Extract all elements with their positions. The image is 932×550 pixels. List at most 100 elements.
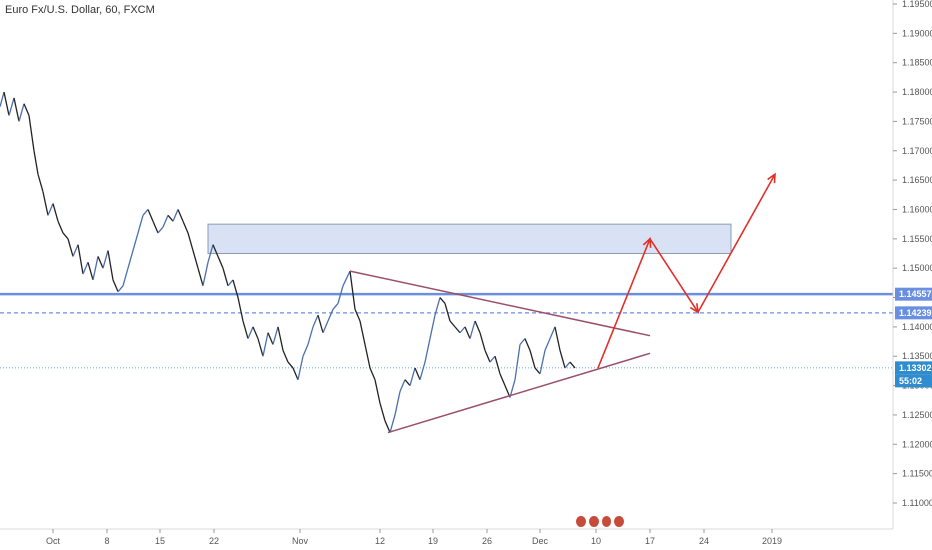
symbol-title[interactable]: Euro Fx/U.S. Dollar, 60, FXCM (5, 4, 155, 16)
price-tick-label: 1.18500 (902, 58, 932, 68)
price-segment (262, 332, 269, 357)
price-segment (112, 279, 119, 292)
price-segment (469, 320, 476, 339)
price-segment (414, 367, 421, 380)
price-series (0, 91, 576, 433)
price-segment (484, 350, 491, 363)
price-segment (332, 302, 339, 310)
flag-icon[interactable] (575, 515, 587, 528)
price-segment (217, 256, 224, 269)
current-price-badge: 1.13302 (899, 363, 932, 373)
resistance-zone (207, 223, 732, 255)
price-segment (137, 215, 144, 234)
price-segment (524, 338, 531, 351)
price-segment (8, 97, 15, 116)
price-segment (499, 373, 506, 386)
price-segment (342, 270, 351, 287)
price-segment (449, 320, 456, 328)
price-segment (3, 91, 10, 116)
time-tick-label: 26 (482, 536, 492, 546)
price-segment (267, 332, 274, 345)
price-tick-label: 1.19500 (902, 0, 932, 9)
price-segment (277, 326, 284, 351)
time-tick-label: Dec (532, 536, 549, 546)
price-segment (257, 338, 264, 357)
price-segment (207, 244, 214, 263)
price-segment (529, 350, 536, 369)
price-segment (359, 320, 366, 345)
triangle-lower-trendline (387, 352, 651, 434)
price-segment (227, 279, 234, 287)
price-segment (327, 309, 334, 322)
time-tick-label: 19 (428, 536, 438, 546)
price-segment (117, 285, 124, 293)
price-segment (307, 326, 314, 345)
forecast-arrow-path (597, 173, 776, 369)
price-segment (489, 355, 496, 363)
price-segment (37, 174, 44, 193)
price-segment (464, 326, 471, 339)
price-segment (404, 379, 411, 387)
price-segment (519, 338, 526, 345)
economic-events[interactable] (575, 515, 625, 528)
price-segment (564, 361, 571, 369)
price-segment (142, 209, 149, 216)
price-segment (429, 315, 436, 339)
price-segment (549, 326, 556, 339)
price-tick-label: 1.14000 (902, 322, 932, 332)
price-segment (157, 226, 164, 234)
price-segment (474, 320, 481, 334)
price-segment (152, 220, 159, 234)
price-segment (28, 115, 35, 151)
price-tick-label: 1.12500 (902, 410, 932, 420)
time-tick-label: 8 (104, 536, 109, 546)
price-segment (232, 279, 239, 298)
price-segment (364, 344, 371, 369)
price-segment (212, 244, 219, 257)
price-segment (389, 414, 396, 433)
price-segment (92, 256, 99, 281)
forecast-arrowheads (642, 172, 776, 314)
price-segment (424, 338, 431, 363)
countdown-badge-bg (895, 374, 932, 388)
time-axis: Oct 8 15 22 Nov 12 19 26 Dec 10 17 24 2019 (46, 529, 782, 546)
price-segment (444, 303, 451, 322)
price-segment (434, 297, 441, 316)
price-tick-label: 1.17000 (902, 146, 932, 156)
arrowhead-icon (767, 172, 776, 184)
price-tick-label: 1.13500 (902, 351, 932, 361)
arrowhead-icon (689, 303, 700, 314)
price-segment (297, 356, 304, 380)
time-tick-label: 17 (645, 536, 655, 546)
time-tick-label: 24 (699, 536, 709, 546)
price-tick-label: 1.17500 (902, 116, 932, 126)
price-segment (312, 314, 319, 328)
price-segment (57, 220, 64, 234)
price-segment (282, 350, 289, 363)
time-tick-label: Nov (292, 536, 309, 546)
flag-icon[interactable] (600, 515, 613, 528)
price-segment (67, 238, 74, 257)
price-segment (302, 344, 309, 357)
flag-icon[interactable] (613, 515, 625, 528)
price-segment (18, 103, 25, 122)
price-segment (33, 150, 39, 175)
time-tick-label: 15 (155, 536, 165, 546)
price-segment (544, 338, 551, 351)
price-segment (399, 379, 406, 392)
price-segment (354, 309, 361, 322)
price-tick-label: 1.15500 (902, 234, 932, 244)
countdown-badge: 55:02 (899, 376, 922, 386)
flag-icon[interactable] (587, 515, 600, 528)
price-segment (369, 367, 376, 380)
price-segment (82, 262, 89, 275)
price-tick-label: 1.15000 (902, 263, 932, 273)
time-tick-label: 12 (375, 536, 385, 546)
price-segment (479, 332, 486, 351)
price-segment (509, 379, 516, 398)
upper-level-badge: 1.14557 (899, 289, 932, 299)
price-segment (182, 220, 189, 234)
price-tick-label: 1.11500 (902, 469, 932, 479)
